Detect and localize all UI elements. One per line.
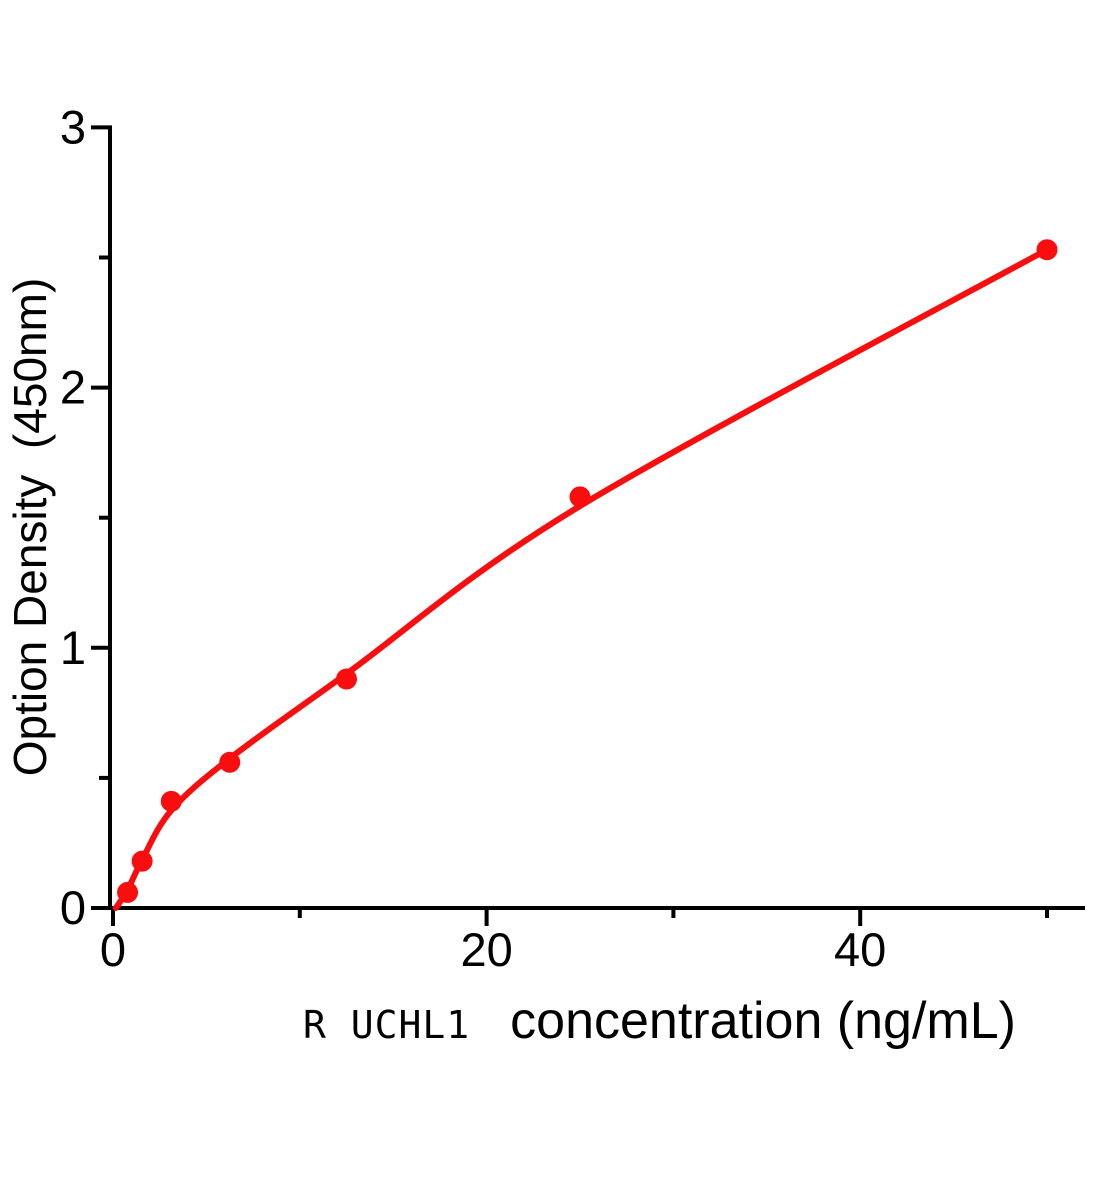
data-point-marker	[569, 486, 591, 508]
x-tick-label: 40	[834, 923, 886, 976]
y-axis-title: Option Density (450nm)	[4, 277, 56, 777]
data-point-marker	[117, 881, 139, 903]
data-point-marker	[160, 790, 182, 812]
data-point-marker	[131, 850, 153, 872]
standard-curve-line	[112, 246, 1050, 911]
y-tick-label: 3	[60, 100, 86, 153]
y-tick-label: 1	[60, 621, 86, 674]
x-axis-title-main: concentration (ng/mL)	[510, 992, 1016, 1050]
y-tick-label: 0	[60, 881, 86, 934]
data-point-marker	[219, 751, 241, 773]
x-tick-label: 0	[100, 923, 126, 976]
x-axis-title-prefix: R UCHL1	[303, 1003, 471, 1047]
data-point-marker	[1036, 239, 1058, 261]
x-axis-title: R UCHL1 concentration (ng/mL)	[303, 995, 1016, 1047]
x-tick-label: 20	[460, 923, 512, 976]
data-point-marker	[336, 668, 357, 690]
y-tick-label: 2	[60, 361, 86, 414]
